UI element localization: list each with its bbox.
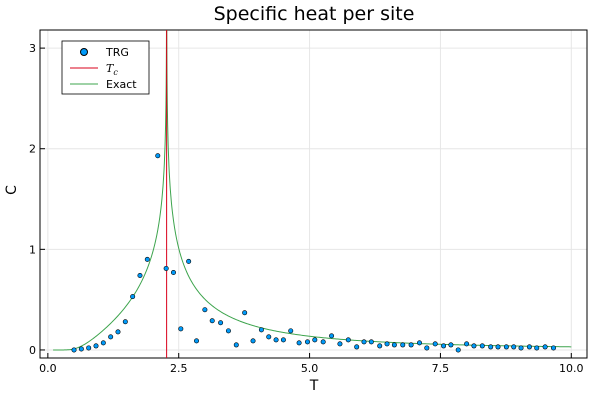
x-tick-label: 7.5 — [432, 362, 450, 375]
x-tick-label: 0.0 — [39, 362, 57, 375]
trg-point — [71, 347, 77, 353]
trg-point — [86, 345, 92, 351]
trg-point — [416, 340, 422, 346]
trg-point — [448, 342, 454, 348]
trg-point — [218, 320, 224, 326]
trg-point — [233, 342, 239, 348]
x-axis-ticks: 0.0 2.5 5.0 7.5 10.0 — [39, 353, 584, 375]
trg-point — [186, 258, 192, 264]
trg-point — [296, 340, 302, 346]
y-tick-label: 1 — [29, 243, 36, 256]
trg-point — [345, 337, 351, 343]
x-tick-label: 10.0 — [559, 362, 584, 375]
trg-point — [329, 333, 335, 339]
series-layer — [53, 30, 572, 358]
trg-point — [288, 328, 294, 334]
legend-trg-marker — [80, 48, 88, 56]
trg-point — [432, 341, 438, 347]
trg-point — [163, 265, 169, 271]
trg-point — [488, 344, 494, 350]
plot-frame — [39, 29, 588, 359]
trg-point — [194, 338, 200, 344]
trg-point — [391, 342, 397, 348]
legend-tc-label-sub: c — [113, 68, 118, 77]
trg-point — [495, 344, 501, 350]
trg-point — [115, 329, 121, 335]
y-tick-label: 0 — [29, 344, 36, 357]
x-tick-label: 2.5 — [170, 362, 188, 375]
trg-point — [542, 344, 548, 350]
trg-point — [258, 327, 264, 333]
trg-point — [534, 345, 540, 351]
trg-point — [122, 319, 128, 325]
trg-point — [170, 269, 176, 275]
trg-point — [424, 345, 430, 351]
trg-point — [108, 334, 114, 340]
trg-point — [178, 326, 184, 332]
trg-point — [479, 343, 485, 349]
trg-point — [155, 153, 161, 159]
y-axis-ticks: 0 1 2 3 — [29, 42, 45, 357]
trg-point — [202, 307, 208, 313]
trg-point — [377, 343, 383, 349]
legend-exact-label: Exact — [106, 78, 137, 91]
trg-point — [511, 344, 517, 350]
trg-point — [312, 337, 318, 343]
trg-point — [503, 344, 509, 350]
trg-point — [408, 342, 414, 348]
trg-point — [209, 318, 215, 324]
y-tick-label: 3 — [29, 42, 36, 55]
chart-title: Specific heat per site — [214, 3, 415, 25]
trg-point — [100, 340, 106, 346]
trg-point — [518, 345, 524, 351]
trg-point — [464, 341, 470, 347]
trg-point — [384, 341, 390, 347]
trg-point — [455, 347, 461, 353]
trg-point — [242, 310, 248, 316]
trg-point — [130, 294, 136, 300]
x-tick-label: 5.0 — [301, 362, 319, 375]
trg-point — [250, 338, 256, 344]
legend-tc-label: Tc — [106, 62, 118, 77]
trg-point — [78, 346, 84, 352]
trg-point — [137, 272, 143, 278]
x-axis-label: T — [309, 378, 319, 394]
trg-point — [225, 328, 231, 334]
trg-point — [273, 337, 279, 343]
trg-point — [320, 339, 326, 345]
trg-point — [266, 334, 272, 340]
trg-point — [304, 339, 310, 345]
trg-point — [550, 345, 556, 351]
trg-point — [144, 256, 150, 262]
trg-point — [337, 341, 343, 347]
y-tick-label: 2 — [29, 143, 36, 156]
trg-point — [93, 343, 99, 349]
trg-point — [368, 339, 374, 345]
trg-point — [400, 342, 406, 348]
trg-point — [354, 344, 360, 350]
legend-tc-label-main: T — [106, 62, 115, 75]
exact-curve — [53, 30, 572, 351]
y-axis-label: C — [4, 185, 20, 195]
legend-trg-label: TRG — [105, 46, 129, 59]
trg-point — [471, 343, 477, 349]
trg-point — [280, 337, 286, 343]
trg-point — [526, 344, 532, 350]
trg-point — [361, 339, 367, 345]
trg-point — [441, 343, 447, 349]
